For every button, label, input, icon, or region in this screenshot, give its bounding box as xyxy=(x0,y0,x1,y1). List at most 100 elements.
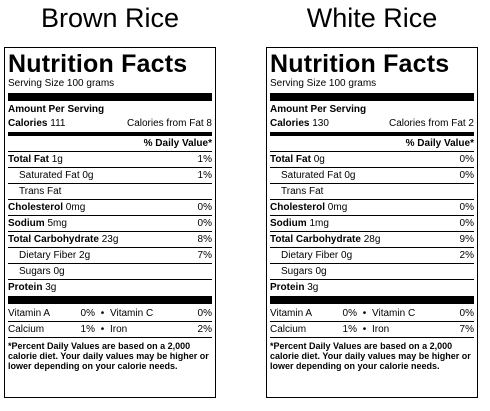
vitamin-c-label: Vitamin C xyxy=(372,308,416,319)
total-fat-value: 1g xyxy=(51,154,63,165)
vitamin-c-dv: 0% xyxy=(197,308,212,319)
total-carbohydrate-label: Total Carbohydrate xyxy=(8,234,99,245)
divider-thick xyxy=(8,93,212,101)
dietary-fiber-row: Dietary Fiber 2g 7% xyxy=(8,248,212,264)
minerals-row: Calcium 1% • Iron 2% xyxy=(8,322,212,338)
total-carbohydrate-row: Total Carbohydrate 28g 9% xyxy=(270,232,474,248)
total-fat-dv: 1% xyxy=(197,154,212,165)
vitamins-row: Vitamin A 0% • Vitamin C 0% xyxy=(8,306,212,322)
protein-label: Protein xyxy=(8,282,43,293)
divider-medium xyxy=(270,132,474,136)
sodium-dv: 0% xyxy=(197,218,212,229)
cholesterol-value: 0mg xyxy=(65,202,86,213)
protein-row: Protein 3g xyxy=(8,280,212,295)
sugars-label: Sugars xyxy=(281,266,313,277)
sugars-label: Sugars xyxy=(19,266,51,277)
trans-fat-label: Trans Fat xyxy=(19,186,62,197)
calories-label: Calories xyxy=(8,118,48,129)
cholesterol-dv: 0% xyxy=(459,202,474,213)
trans-fat-row: Trans Fat xyxy=(270,184,474,200)
calories-row: Calories 111 Calories from Fat 8 xyxy=(8,116,212,131)
serving-size: Serving Size 100 grams xyxy=(270,78,377,89)
saturated-fat-label: Saturated Fat xyxy=(19,170,80,181)
saturated-fat-value: 0g xyxy=(82,170,94,181)
calories-value: 111 xyxy=(50,118,66,129)
bullet: • xyxy=(100,324,105,335)
total-carbohydrate-dv: 9% xyxy=(459,234,474,245)
cholesterol-label: Cholesterol xyxy=(8,202,64,213)
protein-label: Protein xyxy=(270,282,305,293)
total-fat-label: Total Fat xyxy=(8,154,49,165)
saturated-fat-label: Saturated Fat xyxy=(281,170,342,181)
iron-dv: 2% xyxy=(197,324,212,335)
total-fat-dv: 0% xyxy=(459,154,474,165)
cholesterol-value: 0mg xyxy=(327,202,348,213)
calcium-label: Calcium xyxy=(270,324,307,335)
total-carbohydrate-row: Total Carbohydrate 23g 8% xyxy=(8,232,212,248)
daily-value-header: % Daily Value* xyxy=(270,137,474,152)
divider-thick xyxy=(270,93,474,101)
amount-per-serving: Amount Per Serving xyxy=(8,104,105,115)
calcium-label: Calcium xyxy=(8,324,45,335)
divider-medium xyxy=(8,132,212,136)
protein-value: 3g xyxy=(45,282,57,293)
daily-value-header: % Daily Value* xyxy=(8,137,212,152)
calories-label: Calories xyxy=(270,118,310,129)
cholesterol-dv: 0% xyxy=(197,202,212,213)
total-fat-row: Total Fat 0g 0% xyxy=(270,152,474,168)
saturated-fat-row: Saturated Fat 0g 0% xyxy=(270,168,474,184)
sodium-label: Sodium xyxy=(270,218,307,229)
minerals-row: Calcium 1% • Iron 7% xyxy=(270,322,474,338)
trans-fat-label: Trans Fat xyxy=(281,186,324,197)
sodium-row: Sodium 5mg 0% xyxy=(8,216,212,232)
trans-fat-row: Trans Fat xyxy=(8,184,212,200)
sodium-row: Sodium 1mg 0% xyxy=(270,216,474,232)
dietary-fiber-label: Dietary Fiber xyxy=(19,250,77,261)
bullet: • xyxy=(100,308,105,319)
sodium-label: Sodium xyxy=(8,218,45,229)
daily-value-footnote: *Percent Daily Values are based on a 2,0… xyxy=(270,341,471,371)
daily-value-footnote: *Percent Daily Values are based on a 2,0… xyxy=(8,341,209,371)
calories-value: 130 xyxy=(312,118,329,129)
vitamin-a-dv: 0% xyxy=(80,308,95,319)
cholesterol-row: Cholesterol 0mg 0% xyxy=(8,200,212,216)
total-carbohydrate-label: Total Carbohydrate xyxy=(270,234,361,245)
sugars-row: Sugars 0g xyxy=(270,264,474,280)
divider-thick xyxy=(270,296,474,304)
total-carbohydrate-value: 23g xyxy=(101,234,119,245)
saturated-fat-dv: 0% xyxy=(459,170,474,181)
total-carbohydrate-value: 28g xyxy=(363,234,381,245)
sugars-value: 0g xyxy=(53,266,65,277)
vitamin-a-label: Vitamin A xyxy=(270,308,313,319)
dietary-fiber-label: Dietary Fiber xyxy=(281,250,339,261)
sodium-value: 1mg xyxy=(309,218,329,229)
saturated-fat-value: 0g xyxy=(344,170,356,181)
protein-row: Protein 3g xyxy=(270,280,474,295)
white-rice-title: White Rice xyxy=(306,3,438,33)
iron-label: Iron xyxy=(110,324,128,335)
bullet: • xyxy=(362,308,367,319)
brown-rice-title: Brown Rice xyxy=(40,3,180,33)
dietary-fiber-value: 0g xyxy=(341,250,353,261)
total-fat-label: Total Fat xyxy=(270,154,311,165)
vitamin-c-label: Vitamin C xyxy=(110,308,154,319)
vitamins-row: Vitamin A 0% • Vitamin C 0% xyxy=(270,306,474,322)
sugars-value: 0g xyxy=(315,266,327,277)
saturated-fat-row: Saturated Fat 0g 1% xyxy=(8,168,212,184)
calories-from-fat: Calories from Fat 8 xyxy=(126,118,212,129)
sodium-value: 5mg xyxy=(47,218,67,229)
sodium-dv: 0% xyxy=(459,218,474,229)
text-cursor xyxy=(4,327,5,342)
divider-thick xyxy=(8,296,212,304)
serving-size: Serving Size 100 grams xyxy=(8,78,115,89)
dietary-fiber-dv: 2% xyxy=(459,250,474,261)
calcium-dv: 1% xyxy=(342,324,357,335)
vitamin-a-label: Vitamin A xyxy=(8,308,51,319)
total-fat-row: Total Fat 1g 1% xyxy=(8,152,212,168)
bullet: • xyxy=(362,324,367,335)
sugars-row: Sugars 0g xyxy=(8,264,212,280)
vitamin-a-dv: 0% xyxy=(342,308,357,319)
protein-value: 3g xyxy=(307,282,319,293)
vitamin-c-dv: 0% xyxy=(459,308,474,319)
iron-label: Iron xyxy=(372,324,390,335)
